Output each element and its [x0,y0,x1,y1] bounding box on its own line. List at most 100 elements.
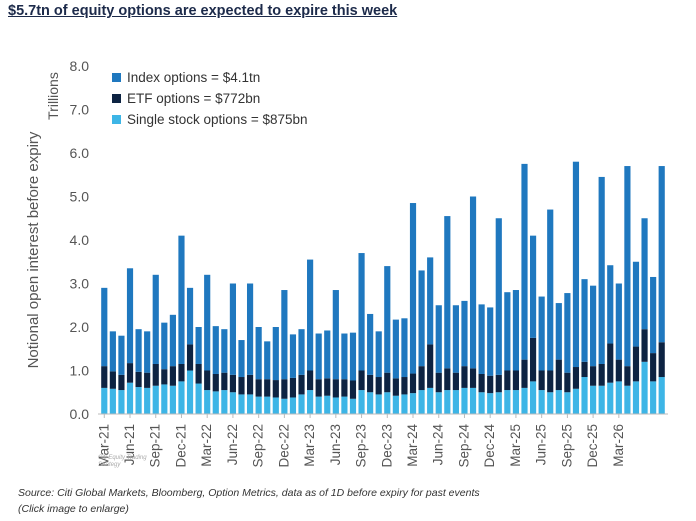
bar-index [375,331,382,378]
bar-single [564,392,571,414]
bar-index [126,268,134,364]
bar-etf [461,366,468,388]
bar-etf [392,378,399,396]
bar-index [281,290,288,380]
bar-index [658,166,665,343]
bar-index [101,287,108,367]
bar-index [272,327,279,381]
bar-single [178,381,185,415]
bar-etf [221,372,228,391]
bar-single [272,397,279,414]
bar-index [349,332,357,381]
bar-index [255,327,262,380]
bar-single [624,385,631,414]
bar-index [504,292,511,371]
bar-single [590,385,597,414]
bar-index [315,333,322,380]
bar-single [349,398,357,414]
x-tick-label: Mar-24 [405,424,420,467]
bar-index [598,176,605,364]
bar-single [118,390,125,414]
bar-etf [169,366,176,386]
x-axis: Mar-21 Jun-21 Sep-21 Dec-21 Mar-22 Jun-22 Sep-… [96,413,668,468]
bar-single [607,382,614,414]
bar-single [221,390,228,414]
bar-etf [315,379,322,397]
x-tick-label: Dec-21 [173,424,188,468]
x-tick-label: Jun-25 [534,424,549,465]
y-tick-label: 4.0 [70,232,90,248]
bar-single [435,392,442,414]
x-tick-label: Sep-21 [148,424,163,468]
bar-etf [349,380,357,399]
bar-etf [341,379,348,397]
bar-single [469,387,477,414]
y-axis-title-group: Notional open interest before expiryTril… [25,72,61,368]
bar-index [135,329,142,372]
bar-index [487,307,494,376]
bar-index [529,235,537,338]
bar-index [178,235,185,364]
bar-single [186,370,194,414]
bar-etf [538,370,545,391]
x-tick-label: Mar-21 [96,424,111,467]
bar-index [401,318,408,378]
bar-etf [581,361,588,378]
bar-index [238,340,245,378]
bar-index [538,296,545,371]
bar-etf [238,377,245,395]
bar-index [392,319,399,379]
bar-index [221,329,228,373]
bar-single [212,391,219,414]
bar-index [572,161,580,368]
bar-single [632,381,640,415]
bar-etf [418,366,425,391]
x-tick-label: Mar-23 [302,424,317,467]
legend-swatch-etf [112,94,121,103]
bar-index [409,203,417,374]
bar-single [418,390,425,414]
bar-index [384,266,391,373]
legend-swatch-index [112,73,121,82]
bar-etf [375,377,382,395]
bar-etf [512,370,520,391]
legend-label-index: Index options = $4.1tn [127,70,261,85]
bar-index [632,261,640,347]
bar-index [109,331,116,372]
chart-title: $5.7tn of equity options are expected to… [8,3,398,19]
bar-etf [521,359,528,388]
bar-etf [487,375,494,394]
bar-index [427,257,434,345]
legend: Index options = $4.1tn ETF options = $77… [112,67,308,130]
bar-single [555,390,562,414]
bar-single [246,394,254,414]
y-tick-label: 5.0 [70,189,90,205]
bar-index [650,276,657,354]
bar-index [152,274,159,364]
bar-single [487,393,494,414]
bar-single [367,392,374,414]
bar-index [615,283,622,360]
bar-single [264,396,271,414]
bar-etf [358,370,365,391]
bar-single [572,388,580,414]
y-axis-title: Notional open interest before expiry [25,131,42,368]
bar-index [521,163,528,360]
source-note: Source: Citi Global Markets, Bloomberg, … [18,487,480,499]
bar-etf [478,373,485,393]
bar-index [418,270,425,367]
x-tick-label: Sep-22 [251,424,266,468]
x-tick-label: Jun-21 [122,424,137,465]
bar-etf [178,363,185,382]
bar-etf [212,373,219,392]
bar-index [307,259,314,371]
y-tick-label: 2.0 [70,319,90,335]
enlarge-link[interactable]: (Click image to enlarge) [18,503,129,515]
bar-single [392,395,399,414]
bar-etf [264,379,271,397]
bar-single [169,385,176,414]
bar-index [469,196,477,369]
bar-index [332,290,339,380]
bar-etf [572,367,580,389]
bar-single [358,390,365,414]
